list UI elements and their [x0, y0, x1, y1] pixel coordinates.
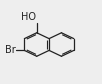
Text: Br: Br: [5, 45, 16, 55]
Text: HO: HO: [21, 12, 36, 22]
